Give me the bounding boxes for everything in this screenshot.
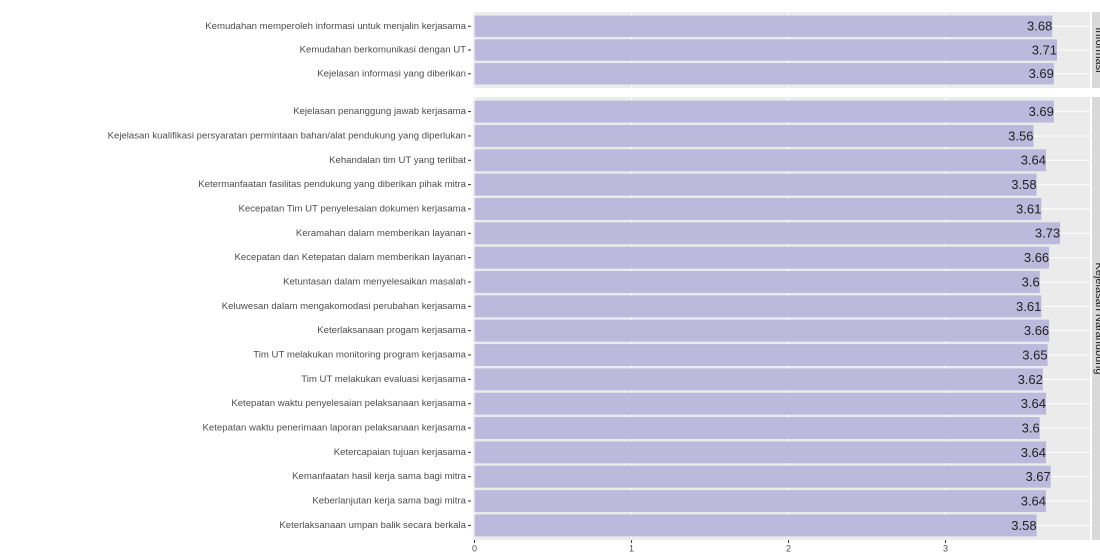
y-tick-label: Ketermanfaatan fasilitas pendukung yang …: [198, 179, 466, 190]
bar: [474, 319, 1050, 342]
value-label: 3.68: [1027, 19, 1052, 34]
bar: [474, 368, 1043, 391]
bar: [474, 490, 1047, 513]
bar: [474, 514, 1037, 537]
value-label: 3.65: [1022, 347, 1047, 362]
value-label: 3.64: [1021, 445, 1046, 460]
bar: [474, 295, 1042, 318]
value-label: 3.64: [1021, 493, 1046, 508]
strip-background: [1092, 97, 1100, 540]
bar: [474, 149, 1047, 172]
bar: [474, 441, 1047, 464]
x-tick-label: 3: [943, 543, 948, 553]
value-label: 3.58: [1011, 518, 1036, 533]
y-tick-label: Ketepatan waktu penerimaan laporan pelak…: [203, 423, 467, 434]
y-tick-label: Kehandalan tim UT yang terlibat: [329, 155, 466, 166]
y-tick-label: Kemudahan memperoleh informasi untuk men…: [205, 21, 466, 32]
value-label: 3.66: [1024, 323, 1049, 338]
value-label: 3.6: [1022, 274, 1040, 289]
value-label: 3.71: [1032, 42, 1057, 57]
strip-label: Informasi: [1093, 27, 1100, 72]
bar: [474, 271, 1040, 293]
bar: [474, 246, 1050, 269]
value-label: 3.69: [1029, 66, 1054, 81]
bar: [474, 392, 1047, 415]
y-tick-label: Kemanfaatan hasil kerja sama bagi mitra: [292, 471, 467, 482]
bar: [474, 198, 1042, 220]
bar: [474, 63, 1054, 85]
y-tick-label: Kecepatan dan Ketepatan dalam memberikan…: [235, 252, 466, 263]
x-tick-label: 2: [786, 543, 791, 553]
y-tick-label: Ketercapaian tujuan kerjasama: [334, 447, 467, 458]
x-tick-label: 0: [472, 543, 477, 553]
y-tick-label: Keterlaksanaan umpan balik secara berkal…: [279, 520, 466, 531]
bar: [474, 344, 1048, 366]
y-tick-label: Keterlaksanaan progam kerjasama: [317, 325, 466, 336]
bar: [474, 39, 1058, 61]
value-label: 3.56: [1008, 128, 1033, 143]
value-label: 3.61: [1016, 299, 1041, 314]
value-label: 3.62: [1018, 372, 1043, 387]
value-label: 3.64: [1021, 153, 1046, 168]
y-tick-label: Kejelasan informasi yang diberikan: [317, 68, 466, 79]
y-tick-label: Kejelasan penanggung jawab kerjasama: [293, 106, 466, 117]
value-label: 3.61: [1016, 201, 1041, 216]
y-tick-label: Kecepatan Tim UT penyelesaian dokumen ke…: [238, 203, 466, 214]
x-tick-label: 1: [629, 543, 634, 553]
bar: [474, 417, 1040, 439]
value-label: 3.6: [1022, 420, 1040, 435]
y-tick-label: Tim UT melakukan evaluasi kerjasama: [301, 374, 466, 385]
y-tick-label: Ketuntasan dalam menyelesaikan masalah: [283, 277, 466, 288]
bar: [474, 15, 1053, 37]
strip-background: [1092, 12, 1100, 88]
bar: [474, 173, 1037, 196]
bar: [474, 222, 1061, 245]
y-tick-label: Kemudahan berkomunikasi dengan UT: [300, 45, 467, 56]
value-label: 3.58: [1011, 177, 1036, 192]
value-label: 3.64: [1021, 396, 1046, 411]
value-label: 3.67: [1025, 469, 1050, 484]
bar: [474, 465, 1051, 488]
y-tick-label: Keluwesan dalam mengakomodasi perubahan …: [222, 301, 467, 312]
value-label: 3.73: [1035, 226, 1060, 241]
y-tick-label: Keberlanjutan kerja sama bagi mitra: [312, 496, 466, 507]
y-tick-label: Keramahan dalam memberikan layanan: [296, 228, 466, 239]
value-label: 3.69: [1029, 104, 1054, 119]
y-tick-label: Kejelasan kualifikasi persyaratan permin…: [108, 130, 466, 141]
bar: [474, 124, 1034, 147]
value-label: 3.66: [1024, 250, 1049, 265]
strip-label: Kejelasan Narahubung: [1093, 263, 1100, 375]
bar: [474, 100, 1054, 123]
y-tick-label: Ketepatan waktu penyelesaian pelaksanaan…: [231, 398, 466, 409]
y-tick-label: Tim UT melakukan monitoring program kerj…: [253, 350, 466, 361]
